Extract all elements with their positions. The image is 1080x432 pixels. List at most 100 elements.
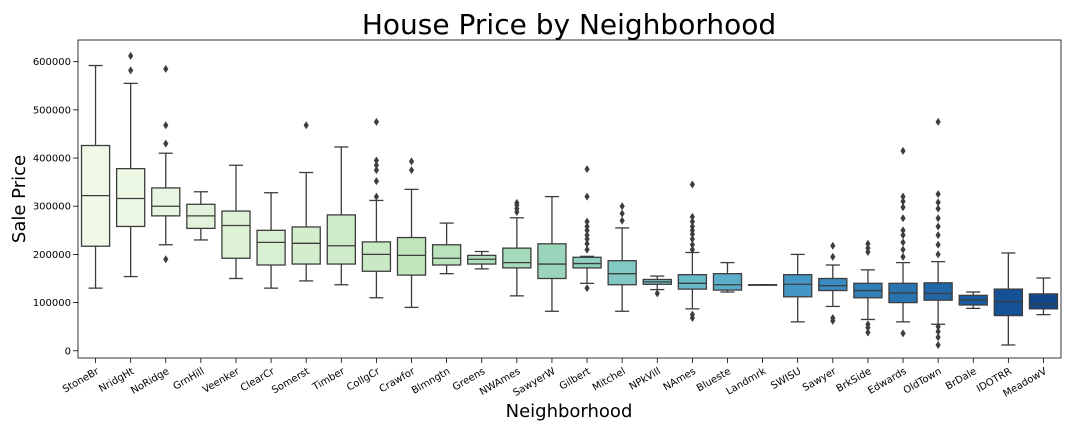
iqr-box [396,236,427,276]
box-Landmrk [747,284,778,286]
outlier-point [935,333,941,342]
outlier-point [584,231,590,240]
y-tick-label: 300000 [33,202,71,213]
outlier-point [900,192,906,201]
iqr-box [221,210,251,259]
outlier-point [935,250,941,259]
outlier-point [830,241,836,250]
iqr-box [326,214,356,265]
box-Timber [326,146,356,286]
box-GrnHill [186,191,216,241]
y-tick-label: 600000 [33,57,71,68]
outlier-point [865,328,871,337]
y-tick-label: 500000 [33,105,71,116]
iqr-box [1028,293,1059,310]
outlier-point [935,204,941,213]
box-SawyerW [537,195,567,312]
outlier-point [689,180,695,189]
outlier-point [900,214,906,223]
outlier-point [689,234,695,243]
box-NridgHt [115,51,146,278]
outlier-point [163,121,169,130]
outlier-point [900,146,906,155]
outlier-point [689,245,695,254]
y-tick-label: 0 [65,346,71,357]
outlier-point [408,166,415,175]
outlier-point [935,322,941,331]
iqr-box [783,273,813,298]
box-ClearCr [256,192,286,289]
outlier-point [373,166,380,175]
outlier-point [900,245,906,254]
plot-frame [77,39,1062,359]
y-tick-label: 400000 [33,154,71,165]
iqr-box [502,247,532,269]
outlier-point [689,212,695,221]
iqr-box [151,187,181,217]
outlier-point [163,139,169,148]
iqr-box [818,277,848,292]
box-OldTown [923,117,953,349]
iqr-box [431,244,462,266]
outlier-point [830,252,836,261]
box-NWAmes [502,198,532,297]
iqr-box [256,229,286,266]
box-Gilbert [572,165,602,293]
iqr-box [291,226,321,265]
outlier-point [689,240,695,249]
outlier-point [935,214,941,223]
box-NPkVill [642,275,672,298]
box-Edwards [888,146,918,338]
outlier-point [900,197,906,206]
iqr-box [572,256,602,269]
outlier-point [584,284,590,293]
outlier-point [900,238,906,247]
iqr-box [115,167,146,228]
outlier-point [584,239,590,248]
box-NAmes [677,180,708,323]
box-MeadowV [1028,277,1059,316]
y-axis-label: Sale Price [9,155,30,243]
y-tick-label: 200000 [33,250,71,261]
box-Crawfor [396,157,427,309]
outlier-point [373,177,380,186]
outlier-point [584,192,590,201]
outlier-point [163,64,169,73]
outlier-point [935,231,941,240]
outlier-point [373,117,380,126]
iqr-box [923,282,953,301]
outlier-point [514,198,520,207]
box-SWISU [783,253,813,323]
outlier-point [865,244,871,253]
outlier-point [935,222,941,231]
outlier-point [408,157,415,166]
outlier-point [865,320,871,329]
iqr-box [712,273,743,291]
outlier-point [935,198,941,207]
y-tick-label: 100000 [33,298,71,309]
outlier-point [619,216,625,225]
box-Mitchel [607,202,637,312]
outlier-point [900,226,906,235]
box-BrDale [958,291,988,310]
box-NoRidge [151,64,181,264]
outlier-point [900,231,906,240]
chart-title: House Price by Neighborhood [362,8,776,41]
iqr-box [537,243,567,280]
outlier-point [935,240,941,249]
outlier-point [935,190,941,199]
outlier-point [584,245,590,254]
box-StoneBr [80,64,111,289]
outlier-point [584,217,590,226]
box-IDOTRR [993,252,1024,346]
box-Somerst [291,121,321,282]
outlier-point [935,340,941,349]
outlier-point [303,121,309,130]
outlier-point [689,310,695,319]
outlier-point [865,239,871,248]
iqr-box [607,260,637,286]
box-Veenker [221,164,251,280]
outlier-point [128,51,134,60]
box-Blmngtn [431,222,462,275]
